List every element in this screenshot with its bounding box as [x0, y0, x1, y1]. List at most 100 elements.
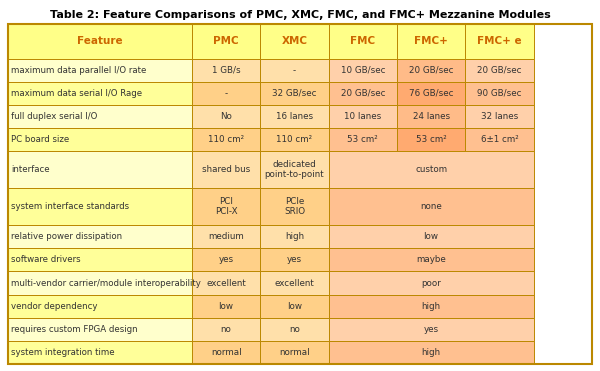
- Text: low: low: [287, 302, 302, 311]
- Text: medium: medium: [208, 232, 244, 241]
- Bar: [397, 82, 465, 105]
- Bar: [329, 295, 533, 318]
- Text: 53 cm²: 53 cm²: [416, 135, 446, 144]
- Bar: [465, 24, 533, 59]
- Bar: [465, 82, 533, 105]
- Text: 110 cm²: 110 cm²: [277, 135, 313, 144]
- Text: 110 cm²: 110 cm²: [208, 135, 244, 144]
- Bar: [260, 341, 329, 364]
- Bar: [192, 59, 260, 82]
- Bar: [192, 225, 260, 248]
- Bar: [260, 24, 329, 59]
- Bar: [465, 105, 533, 128]
- Text: 20 GB/sec: 20 GB/sec: [477, 66, 521, 75]
- Bar: [8, 105, 192, 128]
- Bar: [260, 295, 329, 318]
- Bar: [8, 272, 192, 295]
- Bar: [329, 341, 533, 364]
- Bar: [8, 248, 192, 272]
- Text: 16 lanes: 16 lanes: [276, 112, 313, 121]
- Bar: [260, 82, 329, 105]
- Bar: [329, 151, 533, 188]
- Bar: [8, 225, 192, 248]
- Bar: [260, 272, 329, 295]
- Text: custom: custom: [415, 165, 447, 174]
- Text: poor: poor: [421, 279, 441, 288]
- Text: 24 lanes: 24 lanes: [413, 112, 449, 121]
- Text: vendor dependency: vendor dependency: [11, 302, 97, 311]
- Bar: [329, 105, 397, 128]
- Bar: [192, 151, 260, 188]
- Text: 10 GB/sec: 10 GB/sec: [341, 66, 385, 75]
- Bar: [8, 82, 192, 105]
- Bar: [260, 188, 329, 225]
- Bar: [465, 59, 533, 82]
- Text: 1 GB/s: 1 GB/s: [212, 66, 241, 75]
- Bar: [329, 24, 397, 59]
- Bar: [192, 248, 260, 272]
- Bar: [8, 295, 192, 318]
- Text: FMC+ e: FMC+ e: [477, 36, 522, 46]
- Text: 90 GB/sec: 90 GB/sec: [477, 89, 521, 98]
- Bar: [260, 318, 329, 341]
- Text: maybe: maybe: [416, 255, 446, 265]
- Bar: [192, 295, 260, 318]
- Text: maximum data serial I/O Rage: maximum data serial I/O Rage: [11, 89, 142, 98]
- Text: none: none: [420, 202, 442, 211]
- Bar: [329, 128, 397, 151]
- Text: maximum data parallel I/O rate: maximum data parallel I/O rate: [11, 66, 146, 75]
- Text: low: low: [218, 302, 233, 311]
- Bar: [329, 59, 397, 82]
- Text: high: high: [422, 302, 440, 311]
- Bar: [329, 188, 533, 225]
- Bar: [8, 128, 192, 151]
- Text: requires custom FPGA design: requires custom FPGA design: [11, 325, 137, 334]
- Text: 53 cm²: 53 cm²: [347, 135, 378, 144]
- Bar: [260, 128, 329, 151]
- Bar: [8, 59, 192, 82]
- Text: 76 GB/sec: 76 GB/sec: [409, 89, 454, 98]
- Text: 32 lanes: 32 lanes: [481, 112, 518, 121]
- Text: PCIe
SRIO: PCIe SRIO: [284, 197, 305, 216]
- Text: system interface standards: system interface standards: [11, 202, 129, 211]
- Bar: [465, 128, 533, 151]
- Bar: [329, 272, 533, 295]
- Bar: [192, 272, 260, 295]
- Text: multi-vendor carrier/module interoperability: multi-vendor carrier/module interoperabi…: [11, 279, 201, 288]
- Bar: [8, 341, 192, 364]
- Bar: [260, 59, 329, 82]
- Bar: [397, 59, 465, 82]
- Bar: [397, 105, 465, 128]
- Text: 6±1 cm²: 6±1 cm²: [481, 135, 518, 144]
- Bar: [397, 128, 465, 151]
- Text: software drivers: software drivers: [11, 255, 80, 265]
- Text: 20 GB/sec: 20 GB/sec: [341, 89, 385, 98]
- Text: Feature: Feature: [77, 36, 123, 46]
- Bar: [8, 24, 192, 59]
- Bar: [8, 318, 192, 341]
- Text: Table 2: Feature Comparisons of PMC, XMC, FMC, and FMC+ Mezzanine Modules: Table 2: Feature Comparisons of PMC, XMC…: [50, 10, 550, 20]
- Text: -: -: [224, 89, 227, 98]
- Text: dedicated
point-to-point: dedicated point-to-point: [265, 160, 324, 180]
- Text: 20 GB/sec: 20 GB/sec: [409, 66, 454, 75]
- Text: low: low: [424, 232, 439, 241]
- Text: normal: normal: [279, 348, 310, 357]
- Text: No: No: [220, 112, 232, 121]
- Bar: [329, 225, 533, 248]
- Bar: [8, 188, 192, 225]
- Text: no: no: [221, 325, 232, 334]
- Text: yes: yes: [424, 325, 439, 334]
- Text: 10 lanes: 10 lanes: [344, 112, 382, 121]
- Text: excellent: excellent: [206, 279, 246, 288]
- Text: system integration time: system integration time: [11, 348, 115, 357]
- Text: normal: normal: [211, 348, 241, 357]
- Bar: [192, 82, 260, 105]
- Text: high: high: [422, 348, 440, 357]
- Bar: [192, 341, 260, 364]
- Bar: [260, 105, 329, 128]
- Bar: [192, 128, 260, 151]
- Bar: [192, 105, 260, 128]
- Text: shared bus: shared bus: [202, 165, 250, 174]
- Bar: [8, 151, 192, 188]
- Text: FMC: FMC: [350, 36, 376, 46]
